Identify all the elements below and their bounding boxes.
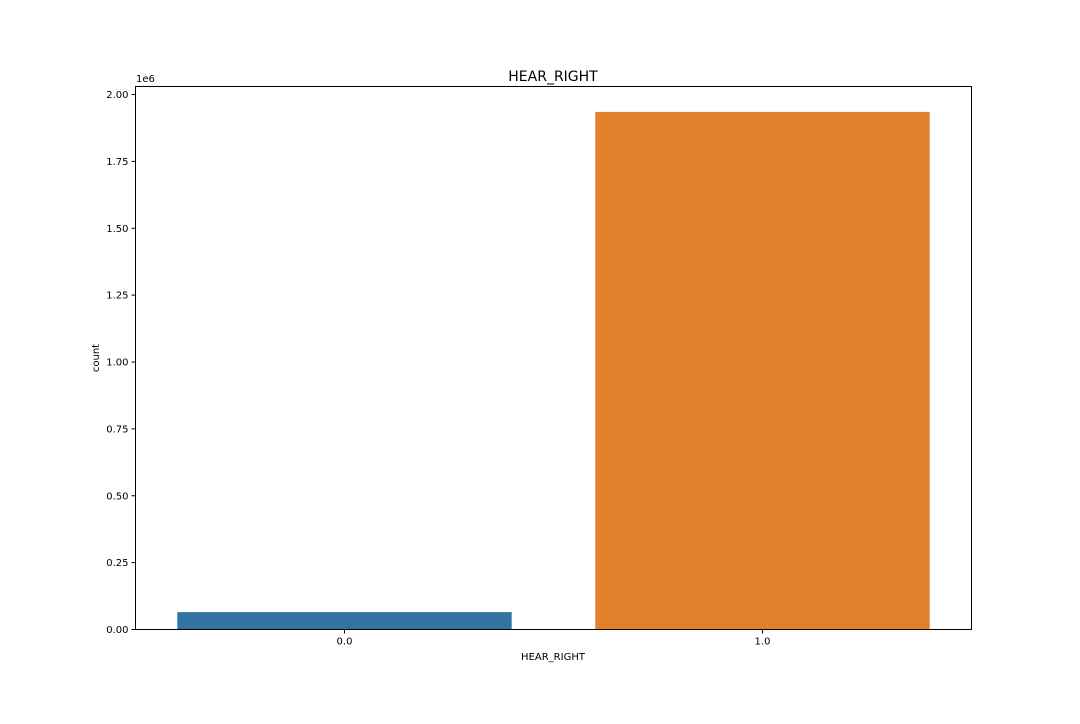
- bar-1.0: [595, 111, 930, 630]
- y-tick-label: 1.00: [106, 358, 128, 369]
- x-axis-label: HEAR_RIGHT: [521, 652, 586, 663]
- y-axis-label: count: [91, 344, 102, 372]
- y-tick-label: 1.50: [106, 224, 128, 235]
- y-axis-ticks: 0.00 0.25 0.50 0.75 1.00 1.25 1.50 1.75 2.00: [106, 90, 136, 636]
- plot-area-frame: [135, 86, 972, 630]
- y-tick-label: 0.25: [106, 558, 128, 569]
- y-tick-label: 1.25: [106, 291, 128, 302]
- y-tick-label: 1.75: [106, 157, 128, 168]
- y-tick-label: 2.00: [106, 90, 128, 101]
- x-axis-ticks: 0.0 1.0: [337, 629, 771, 648]
- y-tick-label: 0.00: [106, 625, 128, 636]
- chart-title: HEAR_RIGHT: [508, 69, 598, 85]
- y-tick-label: 0.75: [106, 424, 128, 435]
- bars-group: [177, 111, 930, 630]
- x-tick-label: 1.0: [755, 637, 771, 648]
- y-tick-label: 0.50: [106, 491, 128, 502]
- y-axis-offset-label: 1e6: [136, 74, 155, 85]
- bar-0.0: [177, 612, 512, 630]
- x-tick-label: 0.0: [337, 637, 353, 648]
